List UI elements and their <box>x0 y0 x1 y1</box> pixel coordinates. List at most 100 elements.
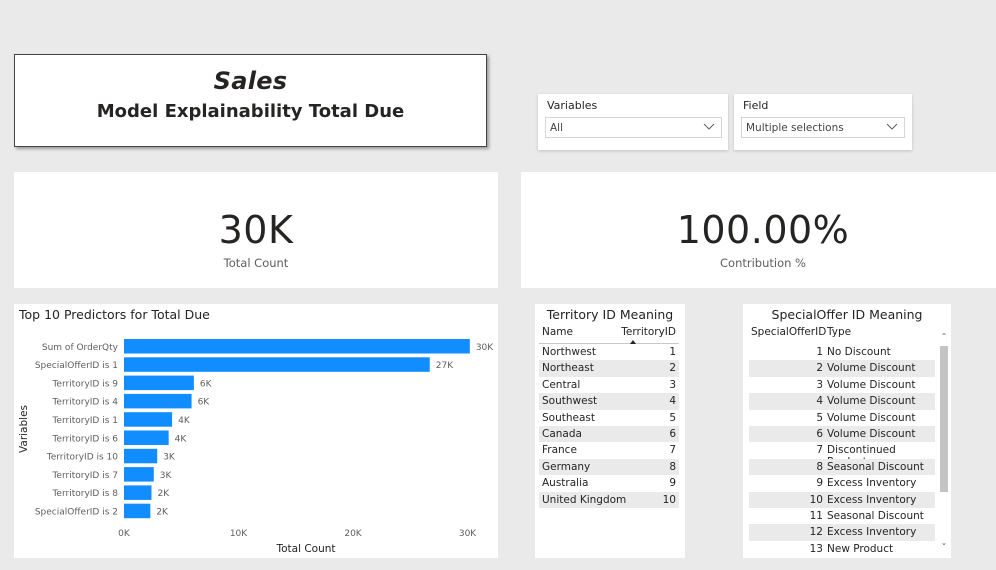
territory-name-cell: Northeast <box>542 362 594 375</box>
x-ticks-group: 0K 10K 20K 30K <box>118 529 477 539</box>
special-offer-id-cell: 1 <box>816 346 823 358</box>
bar[interactable] <box>124 357 430 372</box>
table-row[interactable]: 5 Volume Discount <box>749 410 935 426</box>
x-axis-title: Total Count <box>275 543 335 555</box>
x-tick-label: 0K <box>118 529 131 539</box>
territory-name-cell: Canada <box>542 427 582 440</box>
contribution-card[interactable]: 100.00% Contribution % <box>521 172 996 288</box>
special-offer-type-cell: New Product <box>827 542 894 555</box>
variables-slicer-label: Variables <box>547 99 598 112</box>
scroll-up-icon[interactable]: ⌃ <box>940 332 948 341</box>
variables-slicer: Variables All <box>538 94 728 150</box>
special-offer-id-cell: 8 <box>816 460 823 473</box>
territory-id-cell: 9 <box>669 477 676 490</box>
table-row[interactable]: Northwest 1 <box>539 344 679 360</box>
territory-name-cell: France <box>542 444 577 457</box>
y-axis-title: Variables <box>18 405 30 453</box>
data-label: 4K <box>178 416 191 426</box>
table-row[interactable]: 8 Seasonal Discount <box>749 458 935 476</box>
table-row[interactable]: Southwest 4 <box>539 393 679 410</box>
territory-id-cell: 7 <box>669 444 676 457</box>
report-subtitle: Model Explainability Total Due <box>96 101 405 122</box>
scrollbar-thumb[interactable] <box>940 346 948 492</box>
table-row[interactable]: 12 Excess Inventory <box>749 524 935 541</box>
table-row[interactable]: Canada 6 <box>539 425 679 443</box>
table-row[interactable]: 3 Volume Discount <box>749 377 935 393</box>
territory-name-cell: Northwest <box>542 346 597 358</box>
special-offer-id-cell: 2 <box>816 362 823 375</box>
total-count-card[interactable]: 30K Total Count <box>14 172 498 288</box>
bar[interactable] <box>124 393 192 409</box>
table-row[interactable]: Australia 9 <box>539 475 679 491</box>
special-offer-type-cell: Volume Discount <box>827 427 916 440</box>
data-label: 2K <box>157 489 170 499</box>
bar[interactable] <box>124 485 152 500</box>
special-offer-type-cell: Seasonal Discount <box>827 509 924 522</box>
table-row[interactable]: United Kingdom 10 <box>539 491 679 508</box>
territory-name-cell: United Kingdom <box>542 493 627 506</box>
bar[interactable] <box>124 467 154 482</box>
top-predictors-chart[interactable]: Top 10 Predictors for Total Due Variable… <box>14 304 498 558</box>
report-title: Sales <box>213 67 288 95</box>
column-header-specialofferid[interactable]: SpecialOfferID <box>751 326 827 338</box>
data-label: 6K <box>200 379 213 389</box>
table-row[interactable]: France 7 <box>539 442 679 458</box>
field-dropdown-value: Multiple selections <box>746 122 844 134</box>
table-row[interactable]: 4 Volume Discount <box>749 393 935 410</box>
territory-name-cell: Southeast <box>542 411 595 424</box>
variables-dropdown[interactable]: All <box>545 117 722 138</box>
field-dropdown[interactable]: Multiple selections <box>741 117 905 138</box>
x-tick-label: 30K <box>459 529 477 539</box>
table-row[interactable]: Southeast 5 <box>539 410 679 426</box>
column-header-type[interactable]: Type <box>827 326 852 338</box>
territory-table-body: Northwest 1 Northeast 2 Central 3 Southwest 4 So… <box>539 344 679 508</box>
territory-table-title: Territory ID Meaning <box>546 307 674 322</box>
bar[interactable] <box>124 412 173 427</box>
bar[interactable] <box>124 375 194 391</box>
table-row[interactable]: 9 Excess Inventory <box>749 475 935 491</box>
table-row[interactable]: 6 Volume Discount <box>749 425 935 443</box>
territory-name-cell: Australia <box>542 477 589 490</box>
scroll-down-icon[interactable]: ⌄ <box>940 538 948 547</box>
territory-name-cell: Germany <box>542 460 591 473</box>
table-row[interactable]: Northeast 2 <box>539 360 679 377</box>
table-row[interactable]: 10 Excess Inventory <box>749 491 935 508</box>
territory-name-cell: Southwest <box>542 395 598 408</box>
special-offer-id-cell: 5 <box>816 411 823 424</box>
contribution-caption: Contribution % <box>720 256 806 270</box>
category-label: TerritoryID is 9 <box>51 379 118 389</box>
top-predictors-chart-card[interactable]: Top 10 Predictors for Total Due Variable… <box>14 304 498 558</box>
bar[interactable] <box>124 430 169 446</box>
table-row[interactable]: Germany 8 <box>539 458 679 476</box>
column-header-name[interactable]: Name <box>542 326 573 338</box>
bar[interactable] <box>124 339 470 354</box>
special-offer-type-cell: Excess Inventory <box>827 477 917 490</box>
table-row[interactable]: Central 3 <box>539 377 679 393</box>
category-label: TerritoryID is 8 <box>51 489 118 499</box>
total-count-caption: Total Count <box>223 256 289 270</box>
column-header-territoryid[interactable]: TerritoryID <box>621 326 676 338</box>
special-offer-id-cell: 3 <box>816 378 823 391</box>
table-row[interactable]: 2 Volume Discount <box>749 360 935 377</box>
special-offer-id-cell: 10 <box>809 493 823 506</box>
data-label: 4K <box>175 434 188 444</box>
category-label: SpecialOfferID is 2 <box>35 507 118 517</box>
special-offer-id-cell: 4 <box>816 395 823 408</box>
bar[interactable] <box>124 503 151 519</box>
data-label: 2K <box>156 507 169 517</box>
special-offer-id-cell: 6 <box>816 427 823 440</box>
bar[interactable] <box>124 448 158 464</box>
data-label: 27K <box>436 361 454 371</box>
special-offer-table-card[interactable]: SpecialOffer ID Meaning SpecialOfferID T… <box>743 304 951 558</box>
territory-table-card[interactable]: Territory ID Meaning Name TerritoryID No… <box>535 304 685 558</box>
table-scrollbar[interactable]: ⌃ ⌄ <box>939 326 949 552</box>
table-row[interactable]: 13 New Product <box>749 541 935 557</box>
data-label: 30K <box>476 343 494 353</box>
territory-id-cell: 2 <box>669 362 676 375</box>
table-row[interactable]: 11 Seasonal Discount <box>749 508 935 524</box>
territory-id-cell: 3 <box>669 378 676 391</box>
table-row[interactable]: 1 No Discount <box>749 344 935 360</box>
special-offer-type-cell: Volume Discount <box>827 395 916 408</box>
total-count-value: 30K <box>218 208 294 252</box>
